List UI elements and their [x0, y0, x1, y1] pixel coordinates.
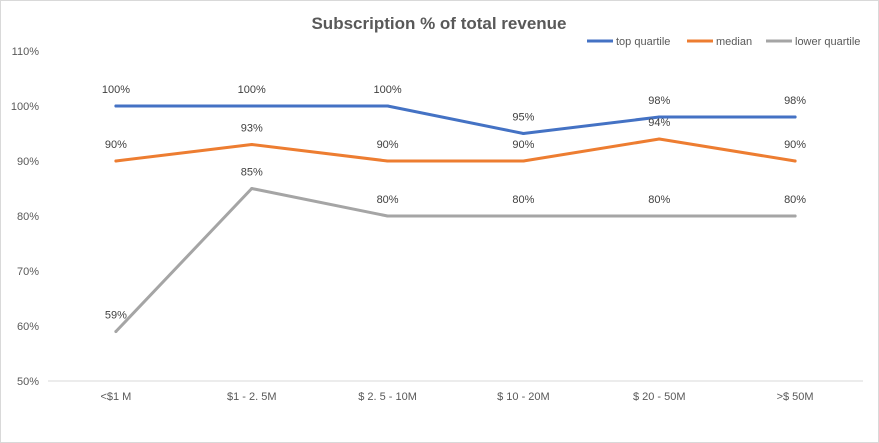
- data-label: 80%: [784, 194, 806, 206]
- y-tick-label: 110%: [12, 46, 40, 58]
- data-label: 85%: [241, 167, 263, 179]
- series-line: [114, 187, 797, 333]
- data-label: 80%: [377, 194, 399, 206]
- data-point: [521, 132, 525, 135]
- y-tick-label: 70%: [17, 266, 39, 278]
- data-point: [114, 159, 118, 163]
- data-point: [521, 159, 525, 163]
- series-line: [114, 137, 797, 163]
- data-point: [521, 214, 525, 218]
- y-tick-label: 100%: [11, 101, 39, 113]
- series-line: [114, 104, 797, 135]
- legend: top quartile median lower quartile: [587, 36, 860, 48]
- data-point: [250, 104, 254, 108]
- data-label: 93%: [241, 123, 263, 135]
- data-point: [793, 115, 797, 119]
- x-tick-label: >$ 50M: [777, 391, 814, 403]
- data-label: 80%: [512, 194, 534, 206]
- data-point: [793, 214, 797, 218]
- y-tick-label: 50%: [17, 376, 39, 388]
- data-label: 94%: [648, 117, 670, 129]
- data-label: 80%: [648, 194, 670, 206]
- data-label: 100%: [374, 84, 402, 96]
- legend-label: median: [716, 36, 752, 48]
- data-point: [386, 159, 390, 163]
- data-label: 90%: [377, 139, 399, 151]
- data-label: 90%: [512, 139, 534, 151]
- data-label: 98%: [784, 95, 806, 107]
- data-point: [250, 187, 254, 190]
- data-label: 100%: [102, 84, 130, 96]
- data-labels: 100% 100% 100% 95% 98% 98% 90% 93% 90% 90% 94% 90% 5…: [102, 84, 806, 322]
- data-label: 90%: [784, 139, 806, 151]
- x-axis-ticks: <$1 M $1 - 2. 5M $ 2. 5 - 10M $ 10 - 20M $ 2…: [100, 391, 813, 403]
- x-tick-label: $ 20 - 50M: [633, 391, 686, 403]
- y-tick-label: 90%: [17, 156, 39, 168]
- data-point: [657, 115, 661, 119]
- data-label: 98%: [648, 95, 670, 107]
- legend-label: lower quartile: [795, 36, 860, 48]
- data-point: [657, 137, 661, 141]
- x-tick-label: $1 - 2. 5M: [227, 391, 277, 403]
- data-point: [114, 104, 118, 108]
- chart-title: Subscription % of total revenue: [311, 14, 566, 33]
- data-label: 59%: [105, 310, 127, 322]
- y-tick-label: 60%: [17, 321, 39, 333]
- data-point: [793, 159, 797, 163]
- data-label: 95%: [512, 112, 534, 124]
- x-tick-label: <$1 M: [100, 391, 131, 403]
- legend-label: top quartile: [616, 36, 670, 48]
- data-label: 100%: [238, 84, 266, 96]
- y-tick-label: 80%: [17, 211, 39, 223]
- x-tick-label: $ 2. 5 - 10M: [358, 391, 417, 403]
- x-tick-label: $ 10 - 20M: [497, 391, 550, 403]
- y-axis-ticks: 50% 60% 70% 80% 90% 100% 110%: [11, 46, 39, 388]
- series-lines: [114, 104, 797, 333]
- data-point: [386, 214, 390, 218]
- data-point: [114, 330, 118, 333]
- data-label: 90%: [105, 139, 127, 151]
- data-point: [386, 104, 390, 108]
- data-point: [657, 214, 661, 218]
- data-point: [250, 143, 254, 146]
